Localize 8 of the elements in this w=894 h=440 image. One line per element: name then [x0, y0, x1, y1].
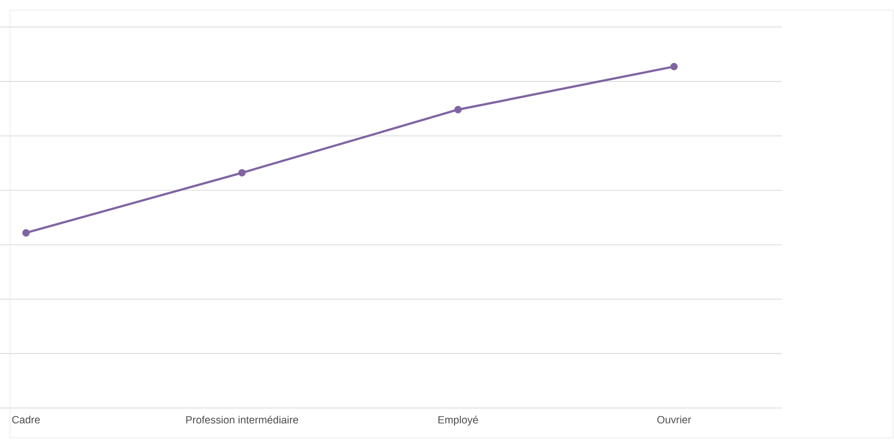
point: [670, 62, 678, 70]
point: [238, 169, 246, 176]
point: [22, 229, 30, 237]
x-tick-label: Cadre: [12, 416, 40, 424]
x-tick-label: Employé: [438, 416, 478, 426]
point: [454, 106, 462, 114]
x-tick-label: Profession intermédiaire: [186, 416, 298, 424]
x-tick-label: Ouvrier: [657, 416, 692, 424]
